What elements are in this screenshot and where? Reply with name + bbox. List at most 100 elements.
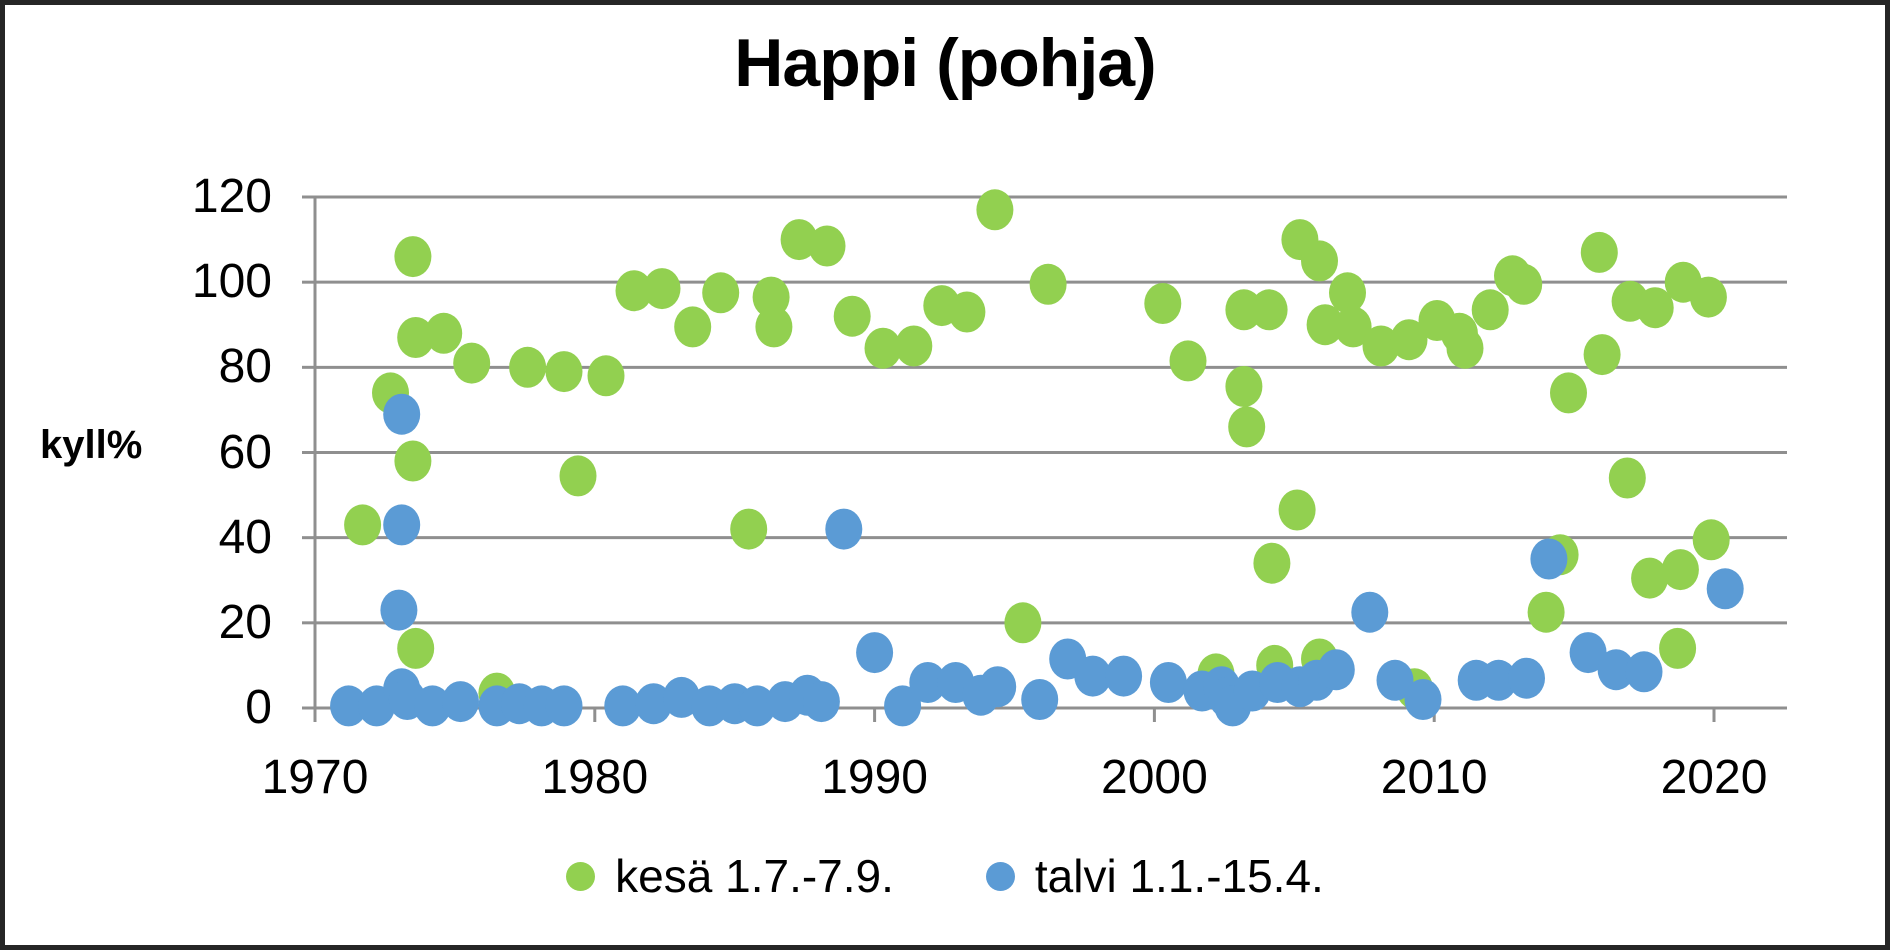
y-tick-label-0: 0	[245, 681, 272, 734]
summer-series-swatch-icon	[566, 861, 596, 891]
point-kesa	[752, 276, 790, 318]
point-kesa	[1505, 263, 1543, 305]
point-kesa	[1278, 489, 1316, 531]
point-kesa	[587, 355, 625, 397]
talvi-series	[330, 393, 1744, 727]
point-kesa	[1029, 263, 1067, 305]
y-tick-label-80: 80	[218, 340, 272, 394]
point-talvi	[979, 666, 1017, 708]
legend: kesä 1.7.-7.9. talvi 1.1.-15.4.	[0, 845, 1890, 907]
point-talvi	[1508, 657, 1545, 699]
x-tick-label-1980: 1980	[541, 751, 649, 804]
point-kesa	[895, 325, 933, 367]
x-tick-label-2020: 2020	[1660, 751, 1768, 804]
point-kesa	[1228, 406, 1266, 448]
point-talvi	[825, 508, 863, 550]
point-kesa	[730, 508, 768, 550]
y-tick-label-60: 60	[218, 425, 272, 479]
kesa-series	[344, 189, 1730, 714]
x-tick-label-2010: 2010	[1380, 751, 1488, 804]
point-talvi	[1074, 655, 1112, 697]
point-kesa	[1334, 306, 1372, 348]
point-kesa	[1636, 287, 1674, 329]
point-kesa	[394, 440, 432, 482]
legend-label-kesa: kesä 1.7.-7.9.	[615, 850, 894, 902]
point-talvi	[380, 589, 418, 631]
point-talvi	[856, 632, 894, 674]
point-kesa	[643, 268, 681, 310]
point-talvi	[1149, 662, 1187, 703]
point-talvi	[414, 685, 451, 727]
point-kesa	[1471, 289, 1509, 331]
point-kesa	[615, 270, 653, 312]
point-talvi	[1569, 632, 1607, 674]
y-tick-label-120: 120	[191, 170, 272, 223]
point-talvi	[1376, 659, 1414, 701]
point-talvi	[1625, 651, 1663, 693]
point-kesa	[1306, 304, 1344, 346]
point-kesa	[755, 306, 793, 348]
point-kesa	[394, 236, 432, 278]
point-talvi	[738, 685, 776, 727]
legend-item-talvi: talvi 1.1.-15.4.	[985, 849, 1324, 903]
point-kesa	[1250, 289, 1288, 331]
point-kesa	[509, 346, 547, 388]
point-kesa	[545, 351, 583, 393]
point-kesa	[1169, 340, 1207, 382]
point-kesa	[559, 455, 597, 497]
y-tick-label-20: 20	[218, 595, 272, 649]
point-kesa	[344, 504, 382, 546]
point-talvi	[1597, 649, 1635, 691]
point-talvi	[635, 683, 673, 725]
point-kesa	[948, 291, 986, 333]
point-talvi	[1021, 679, 1059, 720]
point-talvi	[1351, 591, 1389, 633]
x-tick-label-2000: 2000	[1101, 751, 1208, 804]
y-tick-label-40: 40	[218, 510, 272, 564]
point-kesa	[1329, 272, 1366, 314]
point-kesa	[1550, 372, 1587, 414]
point-kesa	[1631, 557, 1669, 599]
legend-label-talvi: talvi 1.1.-15.4.	[1034, 850, 1324, 902]
point-kesa	[864, 327, 902, 369]
point-talvi	[1480, 659, 1518, 701]
point-talvi	[1105, 655, 1143, 697]
y-tick-label-100: 100	[191, 255, 272, 309]
point-kesa	[397, 627, 435, 669]
point-talvi	[884, 685, 922, 727]
point-kesa	[1659, 627, 1697, 669]
point-talvi	[383, 504, 421, 546]
point-talvi	[545, 685, 583, 727]
legend-item-kesa: kesä 1.7.-7.9.	[566, 849, 894, 903]
point-talvi	[604, 685, 642, 727]
point-kesa	[1527, 591, 1565, 633]
point-kesa	[425, 312, 463, 354]
point-talvi	[663, 676, 700, 718]
point-kesa	[1580, 231, 1618, 273]
x-tick-label-1990: 1990	[821, 751, 928, 804]
point-kesa	[453, 342, 491, 384]
point-kesa	[1144, 283, 1182, 324]
point-kesa	[702, 272, 740, 314]
point-kesa	[1689, 276, 1727, 318]
point-kesa	[397, 317, 435, 358]
point-kesa	[976, 189, 1014, 231]
point-talvi	[1530, 538, 1568, 580]
winter-series-swatch-icon	[985, 861, 1015, 891]
point-kesa	[674, 306, 712, 348]
point-kesa	[1692, 519, 1730, 561]
x-tick-label-1970: 1970	[261, 751, 369, 804]
point-kesa	[1661, 549, 1699, 591]
point-kesa	[1225, 366, 1263, 407]
point-kesa	[1608, 457, 1646, 499]
point-kesa	[1004, 602, 1042, 644]
point-talvi	[909, 662, 947, 703]
point-talvi	[802, 681, 840, 723]
point-talvi	[1404, 679, 1442, 720]
chart-title: Happi (pohja)	[734, 25, 1156, 101]
point-kesa	[780, 219, 818, 261]
point-kesa	[1583, 334, 1621, 376]
point-kesa	[1390, 319, 1428, 361]
point-talvi	[330, 685, 368, 727]
